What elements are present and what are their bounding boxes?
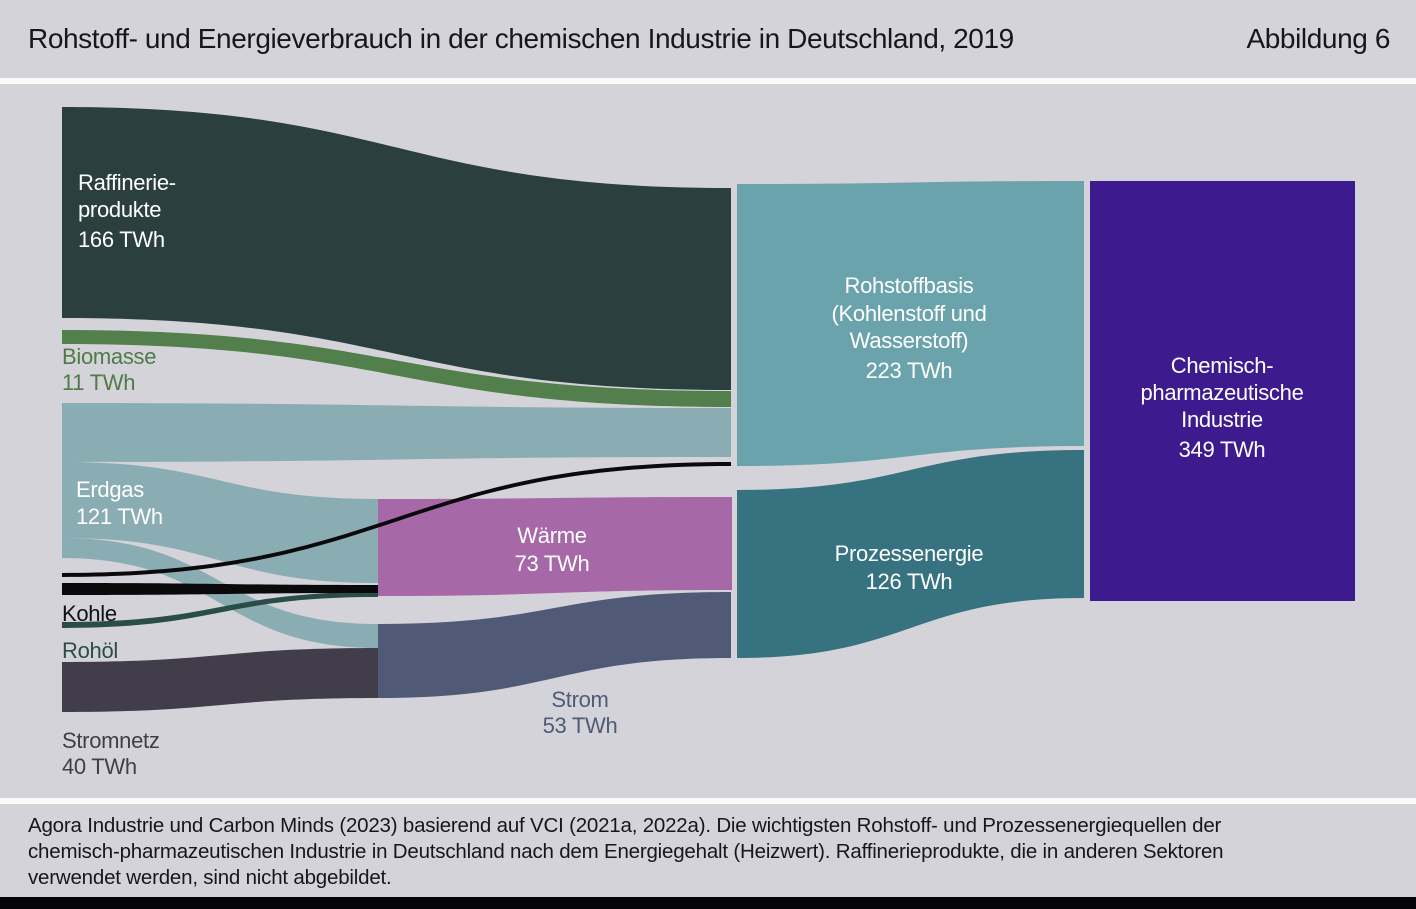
caption-line: Agora Industrie und Carbon Minds (2023) … [28, 814, 1222, 837]
label-strom: Strom [551, 687, 608, 712]
label-strom-value: 53 TWh [543, 713, 618, 738]
caption-line: chemisch-pharmazeutischen Industrie in D… [28, 840, 1224, 863]
label-industrie-line3: Industrie [1181, 407, 1263, 432]
flow-rohoel-waerme [62, 592, 378, 628]
node-industrie [1090, 181, 1355, 601]
flow-kohle-waerme [62, 583, 378, 595]
label-waerme-value: 73 TWh [515, 551, 590, 576]
flow-raffinerieprodukte-rohstoffbasis [62, 107, 731, 390]
label-erdgas: Erdgas [76, 477, 144, 502]
label-industrie-line2: pharmazeutische [1140, 380, 1303, 405]
label-raffinerieprodukte-value: 166 TWh [78, 227, 165, 252]
label-waerme: Wärme [517, 523, 586, 548]
caption-line: verwendet werden, sind nicht abgebildet. [28, 866, 392, 889]
label-biomasse: Biomasse [62, 344, 156, 369]
label-stromnetz: Stromnetz [62, 728, 160, 753]
bottom-bar [0, 897, 1416, 909]
label-industrie-line1: Chemisch- [1171, 353, 1273, 378]
flow-biomasse-rohstoffbasis [62, 330, 731, 407]
footer-background [0, 804, 1416, 897]
flow-strom-prozessenergie [378, 592, 731, 698]
page-title: Rohstoff- und Energieverbrauch in der ch… [28, 23, 1014, 54]
header: Rohstoff- und Energieverbrauch in der ch… [0, 0, 1416, 78]
label-rohstoffbasis-line1: Rohstoffbasis [845, 273, 974, 298]
label-kohle: Kohle [62, 601, 117, 626]
label-rohoel: Rohöl [62, 638, 118, 663]
label-raffinerieprodukte-line1: Raffinerie- [78, 170, 176, 195]
label-industrie-value: 349 TWh [1179, 437, 1266, 462]
source-caption: Agora Industrie und Carbon Minds (2023) … [28, 813, 1398, 891]
node-waerme [378, 497, 732, 596]
label-rohstoffbasis-value: 223 TWh [866, 358, 953, 383]
label-prozessenergie-value: 126 TWh [866, 569, 953, 594]
label-erdgas-value: 121 TWh [76, 504, 163, 529]
node-prozessenergie [737, 450, 1084, 658]
flow-kohle-rohstoffbasis [62, 462, 731, 577]
figure-number: Abbildung 6 [1246, 23, 1390, 54]
label-rohstoffbasis-line3: Wasserstoff) [850, 328, 969, 353]
flow-erdgas-rohstoffbasis [62, 403, 731, 462]
label-biomasse-value: 11 TWh [62, 370, 135, 395]
label-prozessenergie: Prozessenergie [835, 541, 984, 566]
label-stromnetz-value: 40 TWh [62, 754, 137, 779]
node-rohstoffbasis [737, 181, 1084, 466]
flow-stromnetz-strom [62, 648, 378, 712]
label-rohstoffbasis-line2: (Kohlenstoff und [831, 301, 986, 326]
label-raffinerieprodukte-line2: produkte [78, 197, 161, 222]
header-background [0, 0, 1416, 78]
flow-erdgas-waerme [62, 462, 378, 583]
